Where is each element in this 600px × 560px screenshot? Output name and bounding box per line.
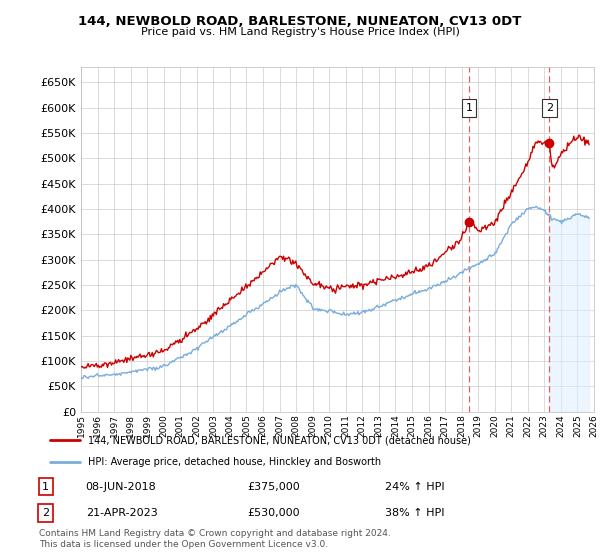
Text: 38% ↑ HPI: 38% ↑ HPI — [385, 508, 445, 518]
Text: 2: 2 — [42, 508, 49, 518]
Text: Price paid vs. HM Land Registry's House Price Index (HPI): Price paid vs. HM Land Registry's House … — [140, 27, 460, 37]
Text: HPI: Average price, detached house, Hinckley and Bosworth: HPI: Average price, detached house, Hinc… — [88, 457, 382, 466]
Text: 1: 1 — [42, 482, 49, 492]
Text: 24% ↑ HPI: 24% ↑ HPI — [385, 482, 445, 492]
Text: £375,000: £375,000 — [248, 482, 301, 492]
Text: 21-APR-2023: 21-APR-2023 — [86, 508, 157, 518]
Text: 2: 2 — [546, 102, 553, 113]
Text: 08-JUN-2018: 08-JUN-2018 — [86, 482, 157, 492]
Text: 144, NEWBOLD ROAD, BARLESTONE, NUNEATON, CV13 0DT (detached house): 144, NEWBOLD ROAD, BARLESTONE, NUNEATON,… — [88, 435, 471, 445]
Text: Contains HM Land Registry data © Crown copyright and database right 2024.
This d: Contains HM Land Registry data © Crown c… — [39, 529, 391, 549]
Text: £530,000: £530,000 — [248, 508, 300, 518]
Text: 1: 1 — [466, 102, 472, 113]
Text: 144, NEWBOLD ROAD, BARLESTONE, NUNEATON, CV13 0DT: 144, NEWBOLD ROAD, BARLESTONE, NUNEATON,… — [79, 15, 521, 27]
